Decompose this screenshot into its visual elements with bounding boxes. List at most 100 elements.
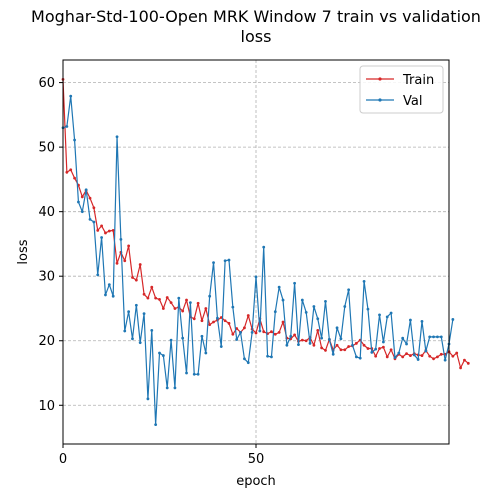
train-point <box>80 195 84 199</box>
train-point <box>378 347 381 350</box>
train-point <box>246 314 250 317</box>
val-point <box>354 355 358 359</box>
train-point <box>401 355 405 359</box>
train-point <box>432 357 435 361</box>
val-point <box>304 310 308 314</box>
train-point <box>343 348 347 352</box>
train-point <box>200 319 204 323</box>
train-point <box>146 296 150 300</box>
val-point <box>158 351 161 355</box>
y-tick-label: 20 <box>38 334 55 349</box>
val-point <box>104 293 107 297</box>
train-point <box>320 346 324 350</box>
train-point <box>273 332 277 336</box>
train-point <box>96 228 100 232</box>
train-point <box>366 347 370 350</box>
val-point <box>239 330 242 334</box>
val-point <box>188 301 192 305</box>
val-point <box>80 210 84 214</box>
train-point <box>208 323 212 327</box>
val-point <box>432 335 435 339</box>
val-point <box>405 342 408 346</box>
val-point <box>393 356 397 359</box>
val-point <box>227 258 231 262</box>
val-point <box>347 288 351 292</box>
val-point <box>420 319 424 323</box>
val-point <box>119 238 123 241</box>
train-point <box>73 176 76 180</box>
train-point <box>428 354 432 358</box>
val-point <box>150 329 154 332</box>
val-point <box>324 299 327 303</box>
train-point <box>463 358 466 362</box>
train-point <box>339 348 343 352</box>
train-point <box>385 355 389 359</box>
val-point <box>389 311 393 315</box>
val-point <box>381 340 385 344</box>
val-point <box>115 135 119 139</box>
val-point <box>223 259 227 263</box>
train-point <box>88 196 92 200</box>
val-series-line <box>62 95 454 426</box>
train-point <box>451 354 455 358</box>
y-tick-label: 30 <box>38 270 55 285</box>
legend-val-label: Val <box>403 94 422 109</box>
val-point <box>273 310 277 314</box>
val-point <box>374 347 378 351</box>
train-point <box>227 321 231 325</box>
val-point <box>451 318 455 321</box>
val-point <box>428 335 432 339</box>
val-point <box>351 343 354 347</box>
val-point <box>436 335 439 339</box>
val-point <box>320 336 324 340</box>
val-point <box>285 343 289 347</box>
train-point <box>312 343 316 347</box>
train-point <box>439 352 443 356</box>
val-point <box>111 294 115 298</box>
train-point <box>192 317 196 321</box>
val-point <box>131 337 134 341</box>
val-point <box>439 335 443 339</box>
val-point <box>385 315 389 319</box>
val-point <box>281 298 285 302</box>
val-point <box>277 285 281 289</box>
train-point <box>354 341 358 345</box>
val-point <box>424 349 428 353</box>
val-point <box>327 338 331 341</box>
val-point <box>270 355 273 359</box>
val-point <box>107 283 111 286</box>
val-point <box>196 372 200 376</box>
train-point <box>362 343 366 347</box>
train-point <box>111 228 115 232</box>
val-point <box>289 334 293 338</box>
y-tick-label: 40 <box>38 205 55 220</box>
val-point <box>84 188 88 192</box>
train-point <box>381 345 385 349</box>
val-point <box>397 351 401 355</box>
val-point <box>212 261 215 265</box>
val-point <box>161 354 165 357</box>
val-point <box>88 218 92 221</box>
y-tick-label: 10 <box>38 399 55 414</box>
train-point <box>115 261 119 265</box>
val-point <box>69 94 73 98</box>
val-point <box>92 220 96 224</box>
train-point <box>243 326 246 330</box>
train-point <box>466 361 470 365</box>
train-point <box>131 276 134 279</box>
train-point <box>104 231 107 235</box>
train-point <box>270 330 273 334</box>
train-point <box>185 298 188 302</box>
train-point <box>223 319 227 323</box>
train-point <box>374 354 378 358</box>
val-point <box>146 397 150 401</box>
val-point <box>142 312 146 316</box>
val-point <box>300 298 304 302</box>
val-point <box>339 337 343 341</box>
train-point <box>281 320 285 324</box>
val-point <box>258 329 262 333</box>
train-point <box>459 366 462 370</box>
train-point <box>231 332 235 336</box>
train-point <box>389 348 393 352</box>
